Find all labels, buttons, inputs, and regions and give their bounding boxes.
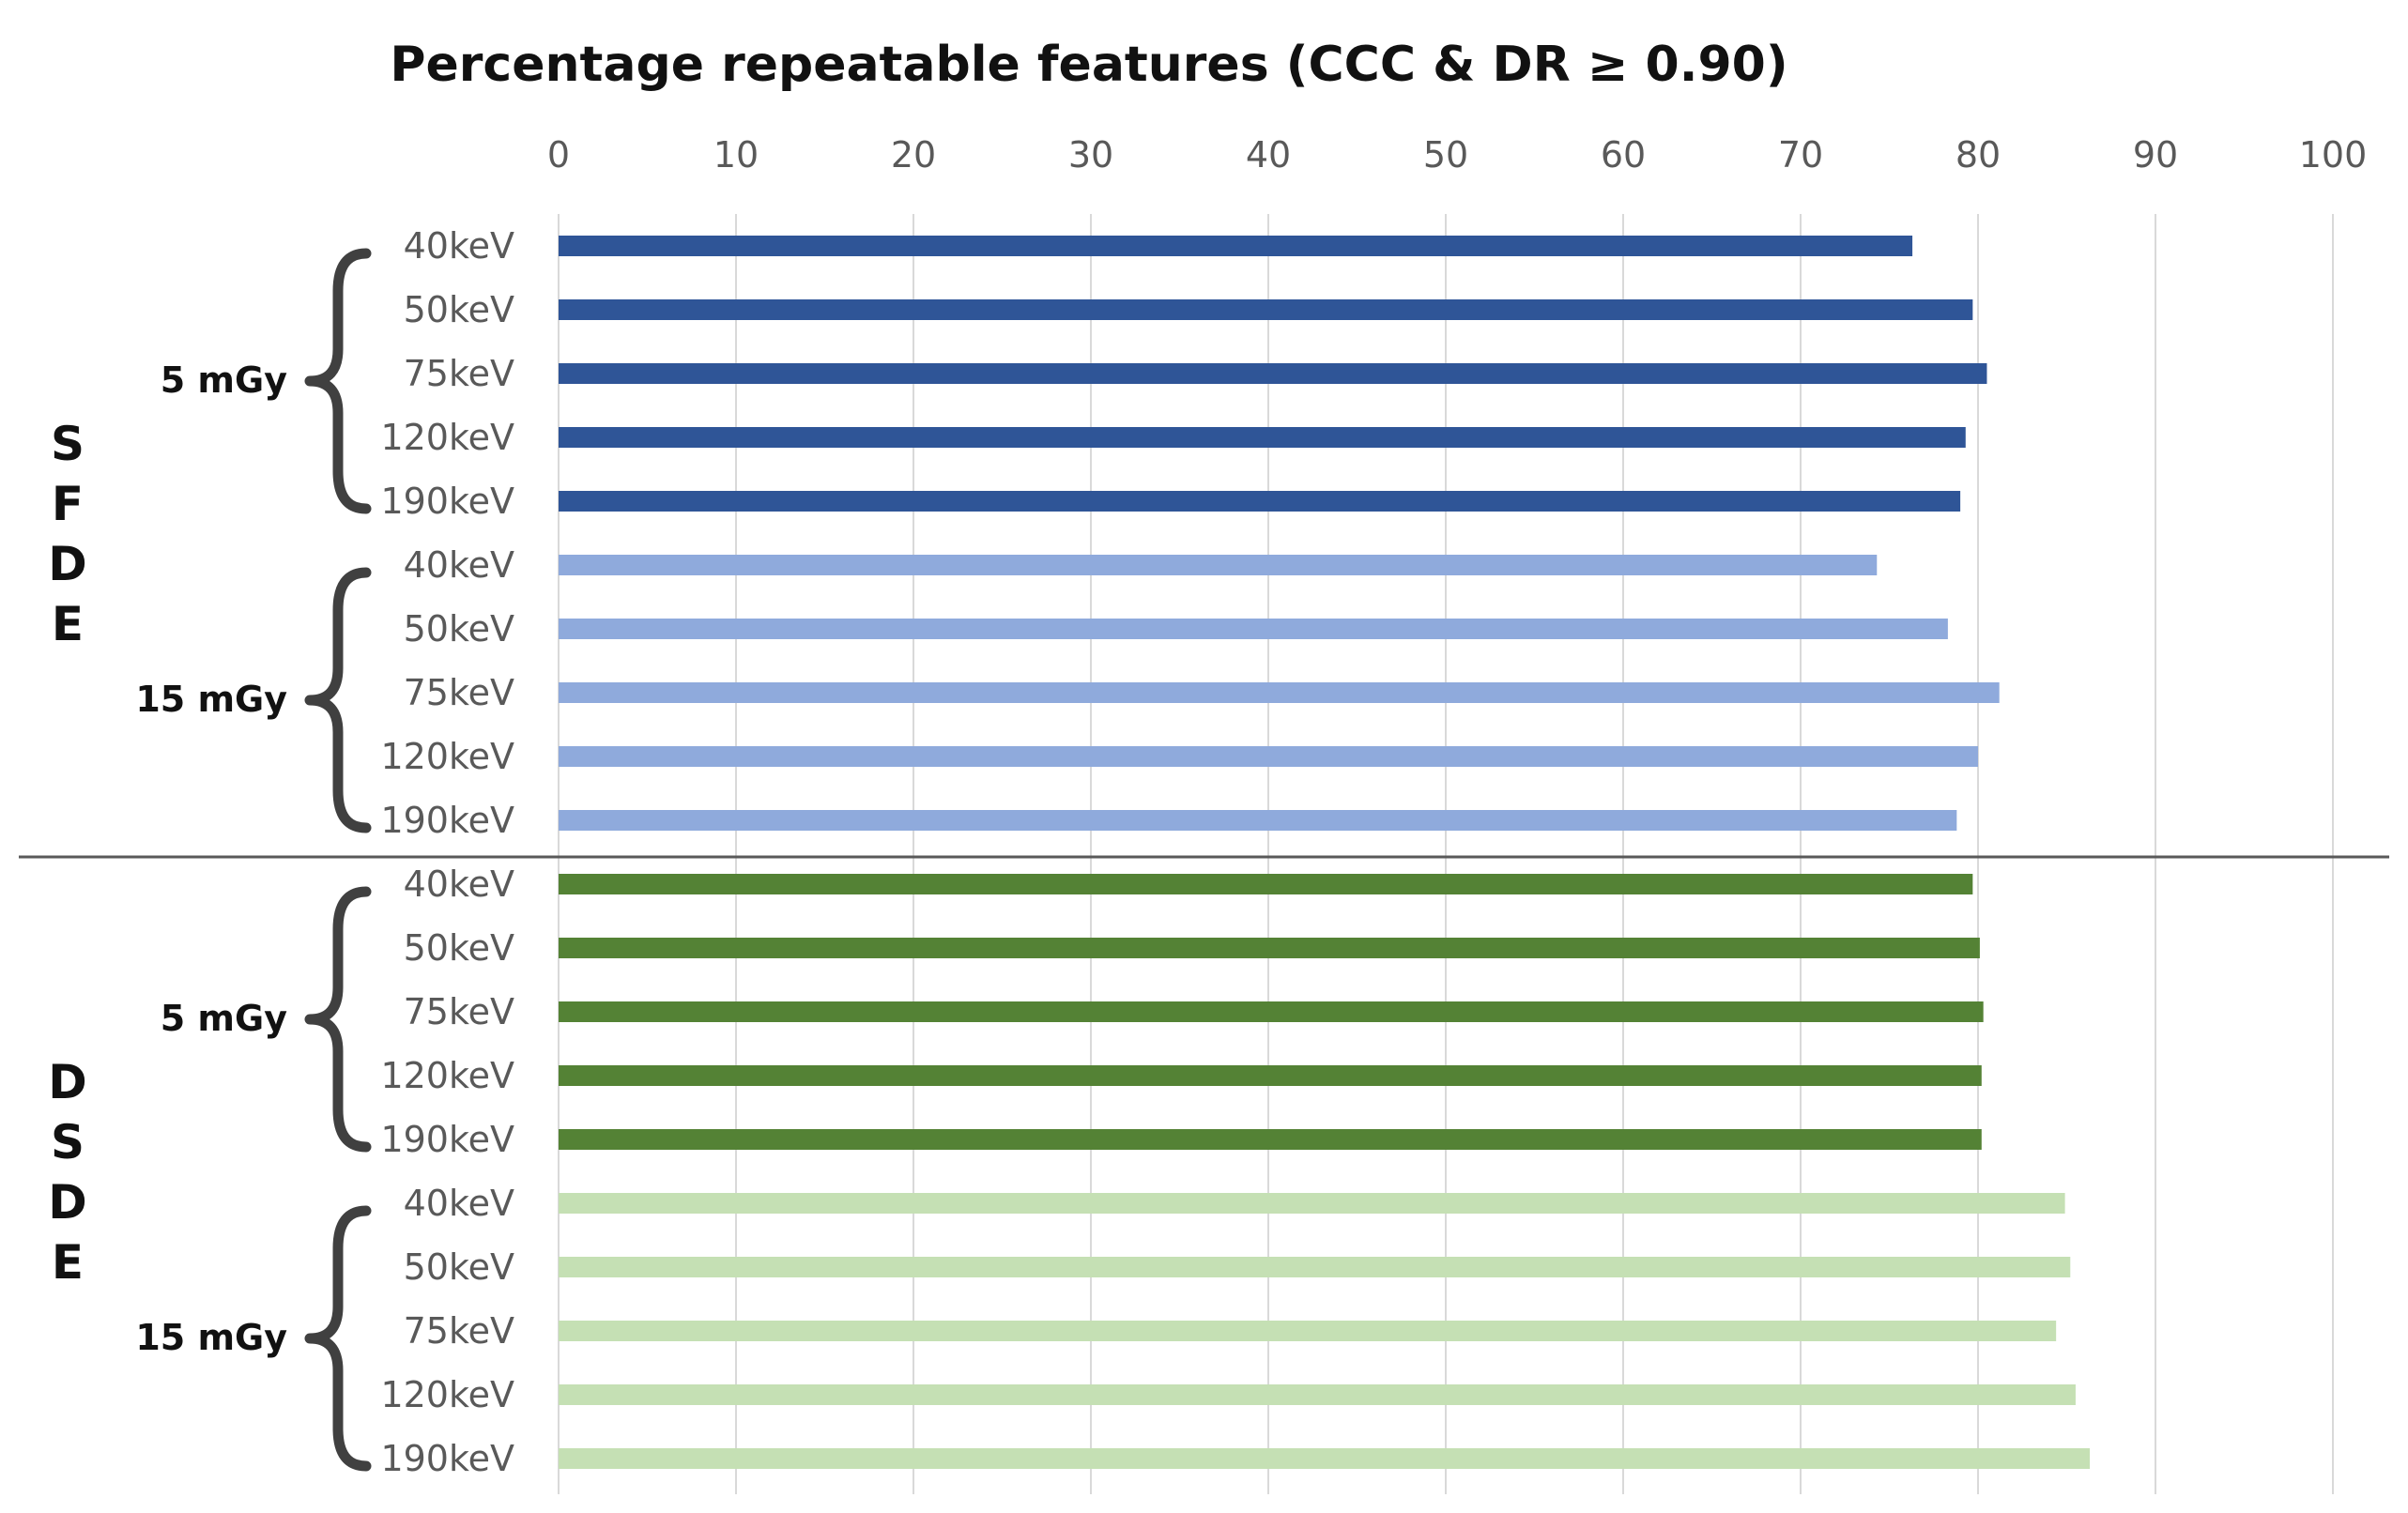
x-tick-label: 70 <box>1778 134 1823 176</box>
bar-dsde-5mgy-190kev <box>559 1129 1982 1150</box>
bar-sfde-15mgy-190kev <box>559 810 1957 831</box>
y-tick-label: 75keV <box>404 1310 514 1352</box>
y-tick-label: 75keV <box>404 353 514 394</box>
y-tick-label: 120keV <box>380 1374 514 1415</box>
group-label-letter: D <box>48 1175 87 1230</box>
group-label-letter: F <box>52 477 84 531</box>
chart-title: Percentage repeatable features (CCC & DR… <box>390 37 1787 93</box>
x-tick-label: 50 <box>1423 134 1468 176</box>
bars <box>559 236 2091 1469</box>
dose-label: 5 mGy <box>161 359 287 401</box>
bar-dsde-15mgy-40kev <box>559 1193 2065 1214</box>
y-tick-label: 40keV <box>404 225 514 267</box>
y-tick-label: 190keV <box>380 1438 514 1479</box>
bar-dsde-15mgy-75kev <box>559 1321 2057 1341</box>
bar-dsde-5mgy-120kev <box>559 1065 1982 1086</box>
y-tick-label: 120keV <box>380 417 514 458</box>
x-tick-label: 80 <box>1956 134 2001 176</box>
group-label-letter: S <box>51 417 84 471</box>
group-label-letter: E <box>52 597 84 651</box>
bar-dsde-15mgy-120kev <box>559 1384 2076 1405</box>
gridlines <box>558 214 2334 1494</box>
dose-braces: 5 mGy 15 mGy 5 mGy 15 mGy <box>135 248 372 1472</box>
y-tick-label: 190keV <box>380 1119 514 1160</box>
bar-dsde-5mgy-40kev <box>559 874 1973 894</box>
dose-label: 15 mGy <box>135 1317 287 1358</box>
bar-sfde-15mgy-50kev <box>559 619 1948 639</box>
brace <box>304 886 372 1153</box>
bar-dsde-15mgy-50kev <box>559 1257 2071 1277</box>
y-tick-label: 75keV <box>404 672 514 713</box>
bar-dsde-15mgy-190kev <box>559 1448 2091 1469</box>
brace <box>304 1205 372 1472</box>
y-axis-labels: 40keV 50keV 75keV 120keV 190keV 40keV 50keV 75k… <box>380 225 514 1479</box>
bar-sfde-15mgy-75kev <box>559 682 2000 703</box>
brace <box>304 248 372 514</box>
x-tick-label: 30 <box>1068 134 1113 176</box>
x-tick-label: 0 <box>547 134 570 176</box>
bar-sfde-15mgy-40kev <box>559 555 1878 575</box>
y-tick-label: 190keV <box>380 800 514 841</box>
group-label-letter: D <box>48 1055 87 1109</box>
x-tick-label: 100 <box>2299 134 2368 176</box>
group-label-letter: D <box>48 537 87 591</box>
y-tick-label: 50keV <box>404 608 514 650</box>
x-tick-label: 10 <box>713 134 759 176</box>
bar-sfde-5mgy-120kev <box>559 427 1966 448</box>
dose-label: 15 mGy <box>135 679 287 720</box>
dose-label: 5 mGy <box>161 998 287 1039</box>
brace <box>304 567 372 833</box>
y-tick-label: 40keV <box>404 863 514 905</box>
y-tick-label: 50keV <box>404 1246 514 1288</box>
x-tick-label: 40 <box>1246 134 1291 176</box>
y-tick-label: 120keV <box>380 736 514 777</box>
x-tick-label: 60 <box>1601 134 1646 176</box>
y-tick-label: 40keV <box>404 1183 514 1224</box>
group-label-letter: S <box>51 1115 84 1169</box>
bar-sfde-15mgy-120kev <box>559 746 1978 767</box>
x-tick-label: 90 <box>2133 134 2178 176</box>
bar-dsde-5mgy-75kev <box>559 1001 1984 1022</box>
y-tick-label: 120keV <box>380 1055 514 1096</box>
y-tick-label: 75keV <box>404 991 514 1032</box>
y-tick-label: 40keV <box>404 544 514 586</box>
x-axis-ticks: 0 10 20 30 40 50 60 70 80 90 100 <box>547 134 2367 176</box>
bar-sfde-5mgy-40kev <box>559 236 1913 256</box>
y-tick-label: 50keV <box>404 927 514 969</box>
y-tick-label: 190keV <box>380 481 514 522</box>
y-tick-label: 50keV <box>404 289 514 330</box>
group-label-letter: E <box>52 1235 84 1290</box>
bar-sfde-5mgy-190kev <box>559 491 1961 512</box>
bar-sfde-5mgy-50kev <box>559 299 1973 320</box>
bar-sfde-5mgy-75kev <box>559 363 1987 384</box>
bar-dsde-5mgy-50kev <box>559 938 1980 958</box>
x-tick-label: 20 <box>891 134 936 176</box>
